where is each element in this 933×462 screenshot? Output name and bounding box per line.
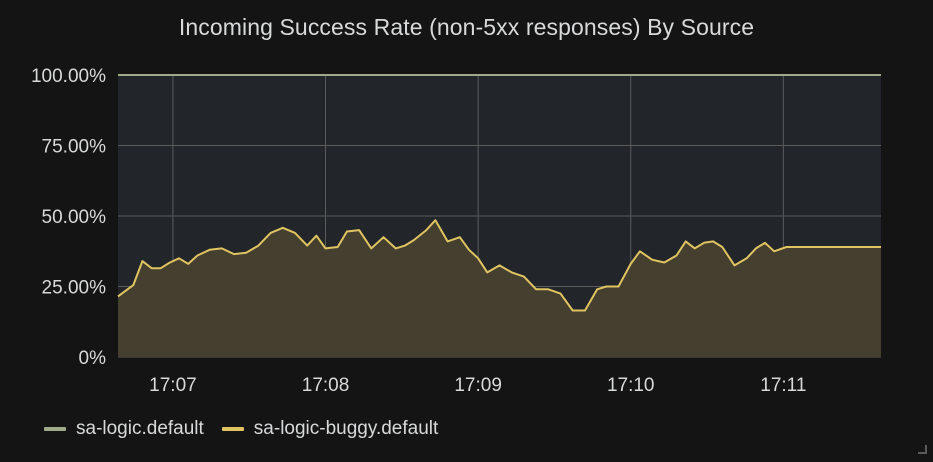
y-tick-label: 0% [79, 348, 107, 369]
y-tick-label: 50.00% [42, 207, 107, 228]
y-tick-label: 75.00% [42, 137, 107, 158]
series-group [117, 74, 881, 357]
y-tick-label: 25.00% [42, 278, 107, 299]
y-axis-labels: 0% 25.00% 50.00% 75.00% 100.00% [31, 66, 106, 369]
x-tick-label: 17:09 [454, 375, 502, 396]
x-tick-label: 17:07 [149, 375, 197, 396]
series-area-sa-logic-buggy [118, 220, 881, 357]
legend-item-sa-logic[interactable]: sa-logic.default [44, 418, 204, 440]
x-axis-labels: 17:07 17:08 17:09 17:10 17:11 [149, 375, 806, 396]
y-tick-label: 100.00% [31, 66, 106, 87]
legend-swatch-sa-logic-buggy [221, 427, 244, 431]
legend-label-sa-logic: sa-logic.default [76, 418, 204, 439]
legend: sa-logic.default sa-logic-buggy.default [44, 418, 456, 440]
series-line-sa-logic-buggy [117, 219, 881, 312]
legend-item-sa-logic-buggy[interactable]: sa-logic-buggy.default [221, 418, 439, 440]
panel-title[interactable]: Incoming Success Rate (non-5xx responses… [178, 14, 755, 40]
resize-handle[interactable] [918, 445, 927, 454]
legend-swatch-sa-logic [44, 427, 66, 431]
x-tick-label: 17:11 [760, 375, 806, 396]
legend-label-sa-logic-buggy: sa-logic-buggy.default [253, 418, 439, 439]
x-tick-label: 17:08 [302, 375, 350, 396]
x-tick-label: 17:10 [607, 375, 655, 396]
